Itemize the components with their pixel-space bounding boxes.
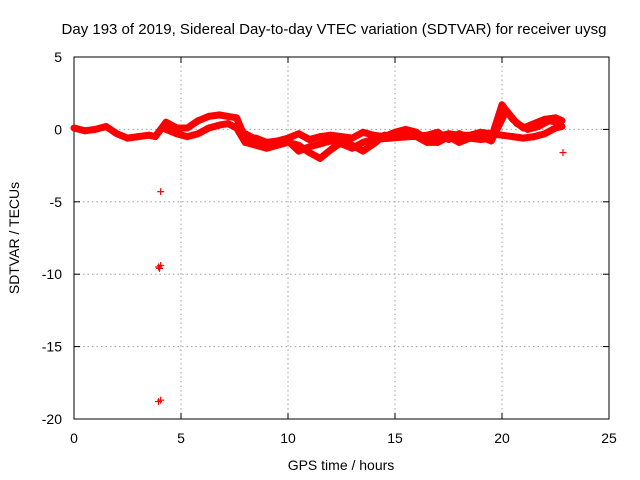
data-point xyxy=(70,124,78,132)
axis-ticks xyxy=(73,56,610,420)
data-point xyxy=(487,137,495,145)
data-point xyxy=(305,136,313,144)
data-point xyxy=(434,128,442,136)
data-point xyxy=(327,137,335,145)
data-point xyxy=(513,120,521,128)
data-point xyxy=(338,140,345,148)
data-point xyxy=(316,133,324,141)
data-point xyxy=(216,121,224,129)
data-point xyxy=(233,124,241,132)
data-point xyxy=(173,130,181,138)
data-point xyxy=(194,130,202,138)
data-point xyxy=(113,130,121,138)
y-tick-label: 5 xyxy=(54,49,62,65)
data-point xyxy=(552,124,559,132)
data-point xyxy=(423,138,431,146)
data-point xyxy=(162,118,170,126)
data-point xyxy=(524,125,532,133)
data-point xyxy=(205,124,213,132)
data-point xyxy=(305,143,313,151)
x-tick-labels: 0 5 10 15 20 25 xyxy=(70,430,617,446)
data-point xyxy=(216,111,224,119)
x-tick-label: 10 xyxy=(280,430,296,446)
y-tick-label: -10 xyxy=(42,266,62,282)
data-point xyxy=(498,101,506,109)
data-point xyxy=(502,107,510,115)
y-tick-label: 0 xyxy=(54,121,62,137)
data-point xyxy=(124,134,131,142)
data-point xyxy=(359,138,367,146)
data-point xyxy=(134,133,142,141)
x-tick-label: 25 xyxy=(601,430,617,446)
data-point xyxy=(162,125,170,133)
data-point xyxy=(224,120,232,128)
data-point xyxy=(455,130,463,138)
data-point xyxy=(102,123,110,131)
data-points xyxy=(70,101,567,406)
data-point xyxy=(359,128,367,136)
y-axis-label: SDTVAR / TECUs xyxy=(6,182,22,294)
data-point xyxy=(348,134,356,142)
data-point xyxy=(534,123,542,131)
data-point xyxy=(316,140,324,148)
y-tick-label: -5 xyxy=(50,194,63,210)
x-axis-label: GPS time / hours xyxy=(288,457,395,473)
data-point xyxy=(241,138,249,146)
data-point xyxy=(554,118,562,126)
y-tick-label: -20 xyxy=(42,411,62,427)
data-point xyxy=(434,138,442,146)
series-band xyxy=(241,107,562,155)
x-tick-label: 15 xyxy=(387,430,403,446)
data-point xyxy=(559,149,567,157)
data-point xyxy=(348,144,356,152)
data-point xyxy=(402,125,410,133)
x-tick-label: 5 xyxy=(177,430,185,446)
data-point xyxy=(498,131,506,139)
data-point xyxy=(466,134,474,142)
data-point xyxy=(316,154,324,162)
data-point xyxy=(509,133,517,141)
data-point xyxy=(194,117,202,125)
data-point xyxy=(157,396,165,404)
data-point xyxy=(295,130,303,138)
data-point xyxy=(455,138,463,146)
data-point xyxy=(273,138,281,146)
data-point xyxy=(477,133,485,141)
data-point xyxy=(423,131,431,139)
data-point xyxy=(445,136,452,144)
data-point xyxy=(530,133,538,141)
data-point xyxy=(157,188,165,196)
data-point xyxy=(241,130,249,138)
data-point xyxy=(295,147,303,155)
data-point xyxy=(327,146,335,154)
grid-lines xyxy=(74,57,609,419)
data-point xyxy=(545,117,553,125)
data-point xyxy=(91,125,99,133)
data-point xyxy=(284,137,292,145)
data-point xyxy=(359,147,367,155)
y-tick-labels: 5 0 -5 -10 -15 -20 xyxy=(42,49,62,427)
data-point xyxy=(263,140,271,148)
data-point xyxy=(205,112,213,120)
data-point xyxy=(541,130,549,138)
data-point xyxy=(145,131,153,139)
data-point xyxy=(252,136,260,144)
chart-title: Day 193 of 2019, Sidereal Day-to-day VTE… xyxy=(62,21,607,38)
data-point xyxy=(224,112,232,120)
x-tick-label: 20 xyxy=(494,430,510,446)
y-tick-label: -15 xyxy=(42,339,62,355)
plot-frame xyxy=(73,56,610,420)
data-point xyxy=(370,136,378,144)
data-point xyxy=(151,133,159,141)
data-point xyxy=(519,134,527,142)
data-point xyxy=(156,264,164,272)
data-point xyxy=(183,133,191,141)
data-point xyxy=(81,127,89,135)
x-tick-label: 0 xyxy=(70,430,78,446)
data-point xyxy=(183,124,191,132)
data-point xyxy=(233,114,241,122)
